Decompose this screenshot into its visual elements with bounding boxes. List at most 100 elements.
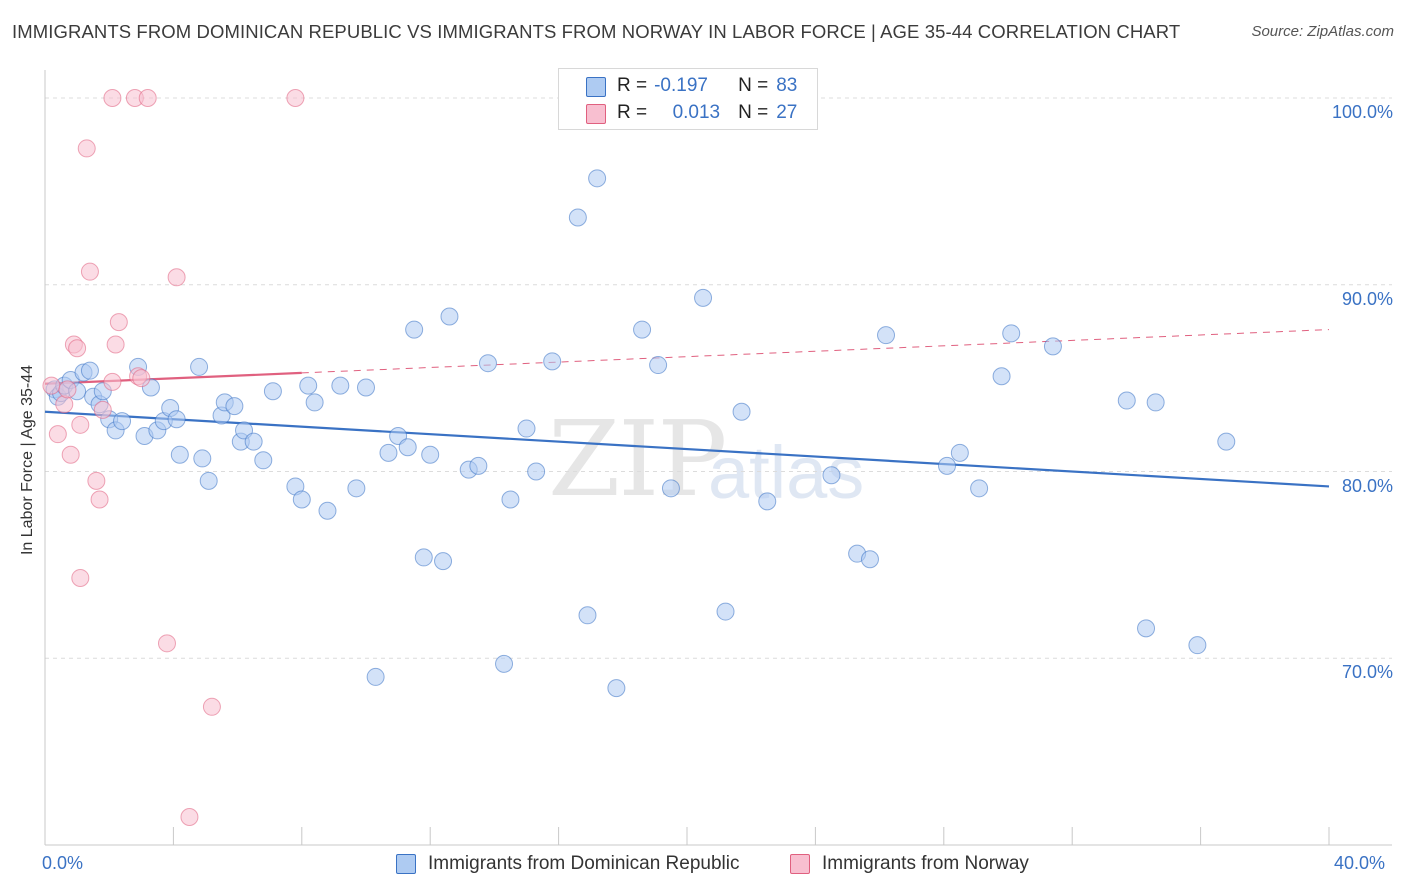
legend-n-label: N = bbox=[738, 102, 769, 123]
point-norway bbox=[71, 568, 90, 587]
point-dominican bbox=[568, 208, 587, 227]
point-norway bbox=[71, 415, 90, 434]
point-dominican bbox=[517, 419, 536, 438]
y-tick-label: 100.0% bbox=[1331, 102, 1393, 122]
y-axis-label: In Labor Force | Age 35-44 bbox=[19, 364, 36, 556]
point-norway bbox=[48, 425, 67, 444]
legend-n-value: 27 bbox=[776, 102, 798, 123]
point-dominican bbox=[694, 288, 713, 307]
point-norway bbox=[55, 395, 74, 414]
point-dominican bbox=[1188, 636, 1207, 655]
point-dominican bbox=[469, 456, 488, 475]
point-norway bbox=[87, 471, 106, 490]
bottom-legend-swatch-norway bbox=[790, 854, 810, 874]
legend-r-value: -0.197 bbox=[654, 75, 708, 96]
point-dominican bbox=[299, 376, 318, 395]
point-dominican bbox=[421, 445, 440, 464]
point-dominican bbox=[414, 548, 433, 567]
legend-n-label: N = bbox=[738, 75, 769, 96]
point-norway bbox=[77, 139, 96, 158]
y-tick-label: 70.0% bbox=[1341, 662, 1393, 683]
bottom-legend-swatch-dominican bbox=[396, 854, 416, 874]
point-dominican bbox=[305, 393, 324, 412]
point-dominican bbox=[633, 320, 652, 339]
point-dominican bbox=[758, 492, 777, 511]
trend-line-norway bbox=[44, 371, 302, 385]
bottom-legend-label-dominican: Immigrants from Dominican Republic bbox=[428, 853, 740, 874]
trend-line-dominican bbox=[44, 410, 1330, 488]
legend-r-label: R = bbox=[617, 102, 648, 123]
grid-lines bbox=[45, 97, 1392, 659]
legend-swatch-dominican bbox=[586, 77, 606, 97]
point-dominican bbox=[113, 412, 132, 431]
point-dominican bbox=[398, 438, 417, 457]
point-norway bbox=[42, 376, 61, 395]
point-dominican bbox=[649, 356, 668, 375]
point-dominican bbox=[1146, 393, 1165, 412]
correlation-legend: R = -0.197 N = 83 R = 0.013 N = 27 bbox=[558, 68, 818, 130]
point-norway bbox=[109, 313, 128, 332]
point-dominican bbox=[992, 367, 1011, 386]
point-dominican bbox=[501, 490, 520, 509]
point-dominican bbox=[318, 501, 337, 520]
point-dominican bbox=[292, 490, 311, 509]
point-dominican bbox=[1002, 324, 1021, 343]
watermark-zip: ZIP bbox=[548, 398, 727, 520]
point-norway bbox=[90, 490, 109, 509]
point-dominican bbox=[543, 352, 562, 371]
point-norway bbox=[202, 697, 221, 716]
point-dominican bbox=[170, 445, 189, 464]
chart-title: IMMIGRANTS FROM DOMINICAN REPUBLIC VS IM… bbox=[12, 21, 1181, 42]
point-dominican bbox=[331, 376, 350, 395]
legend-row-dominican: R = -0.197 N = 83 bbox=[617, 73, 797, 99]
x-tick-label-max: 40.0% bbox=[1334, 853, 1386, 873]
point-dominican bbox=[732, 402, 751, 421]
x-tick-label-min: 0.0% bbox=[42, 853, 84, 873]
point-dominican bbox=[527, 462, 546, 481]
point-dominican bbox=[478, 354, 497, 373]
point-norway bbox=[68, 339, 87, 358]
point-norway bbox=[103, 372, 122, 391]
point-dominican bbox=[938, 456, 957, 475]
point-dominican bbox=[716, 602, 735, 621]
point-norway bbox=[157, 634, 176, 653]
point-dominican bbox=[661, 479, 680, 498]
point-dominican bbox=[1117, 391, 1136, 410]
point-dominican bbox=[80, 361, 99, 380]
point-dominican bbox=[366, 667, 385, 686]
point-norway bbox=[106, 335, 125, 354]
point-norway bbox=[61, 445, 80, 464]
point-dominican bbox=[379, 443, 398, 462]
bottom-legend-label-norway: Immigrants from Norway bbox=[822, 853, 1029, 874]
point-norway bbox=[103, 89, 122, 108]
point-norway bbox=[93, 400, 112, 419]
point-dominican bbox=[434, 552, 453, 571]
point-norway bbox=[138, 89, 157, 108]
point-norway bbox=[80, 262, 99, 281]
point-dominican bbox=[1217, 432, 1236, 451]
point-dominican bbox=[190, 357, 209, 376]
point-norway bbox=[180, 807, 199, 826]
y-tick-label: 80.0% bbox=[1341, 475, 1393, 496]
bottom-legend-norway: Immigrants from Norway bbox=[790, 852, 1029, 876]
point-dominican bbox=[495, 654, 514, 673]
source-label: Source: ZipAtlas.com bbox=[1251, 23, 1394, 40]
point-norway bbox=[58, 380, 77, 399]
legend-r-value: 0.013 bbox=[672, 102, 721, 123]
point-dominican bbox=[405, 320, 424, 339]
legend-swatch-norway bbox=[586, 104, 606, 124]
point-dominican bbox=[822, 466, 841, 485]
point-dominican bbox=[877, 326, 896, 345]
point-norway bbox=[132, 369, 151, 388]
data-points bbox=[42, 89, 1236, 826]
point-dominican bbox=[440, 307, 459, 326]
point-norway bbox=[286, 89, 305, 108]
y-tick-label: 90.0% bbox=[1341, 288, 1393, 309]
point-dominican bbox=[1137, 619, 1156, 638]
point-dominican bbox=[357, 378, 375, 397]
point-dominican bbox=[254, 451, 273, 470]
point-dominican bbox=[578, 606, 597, 625]
point-dominican bbox=[199, 471, 218, 490]
point-dominican bbox=[244, 432, 263, 451]
